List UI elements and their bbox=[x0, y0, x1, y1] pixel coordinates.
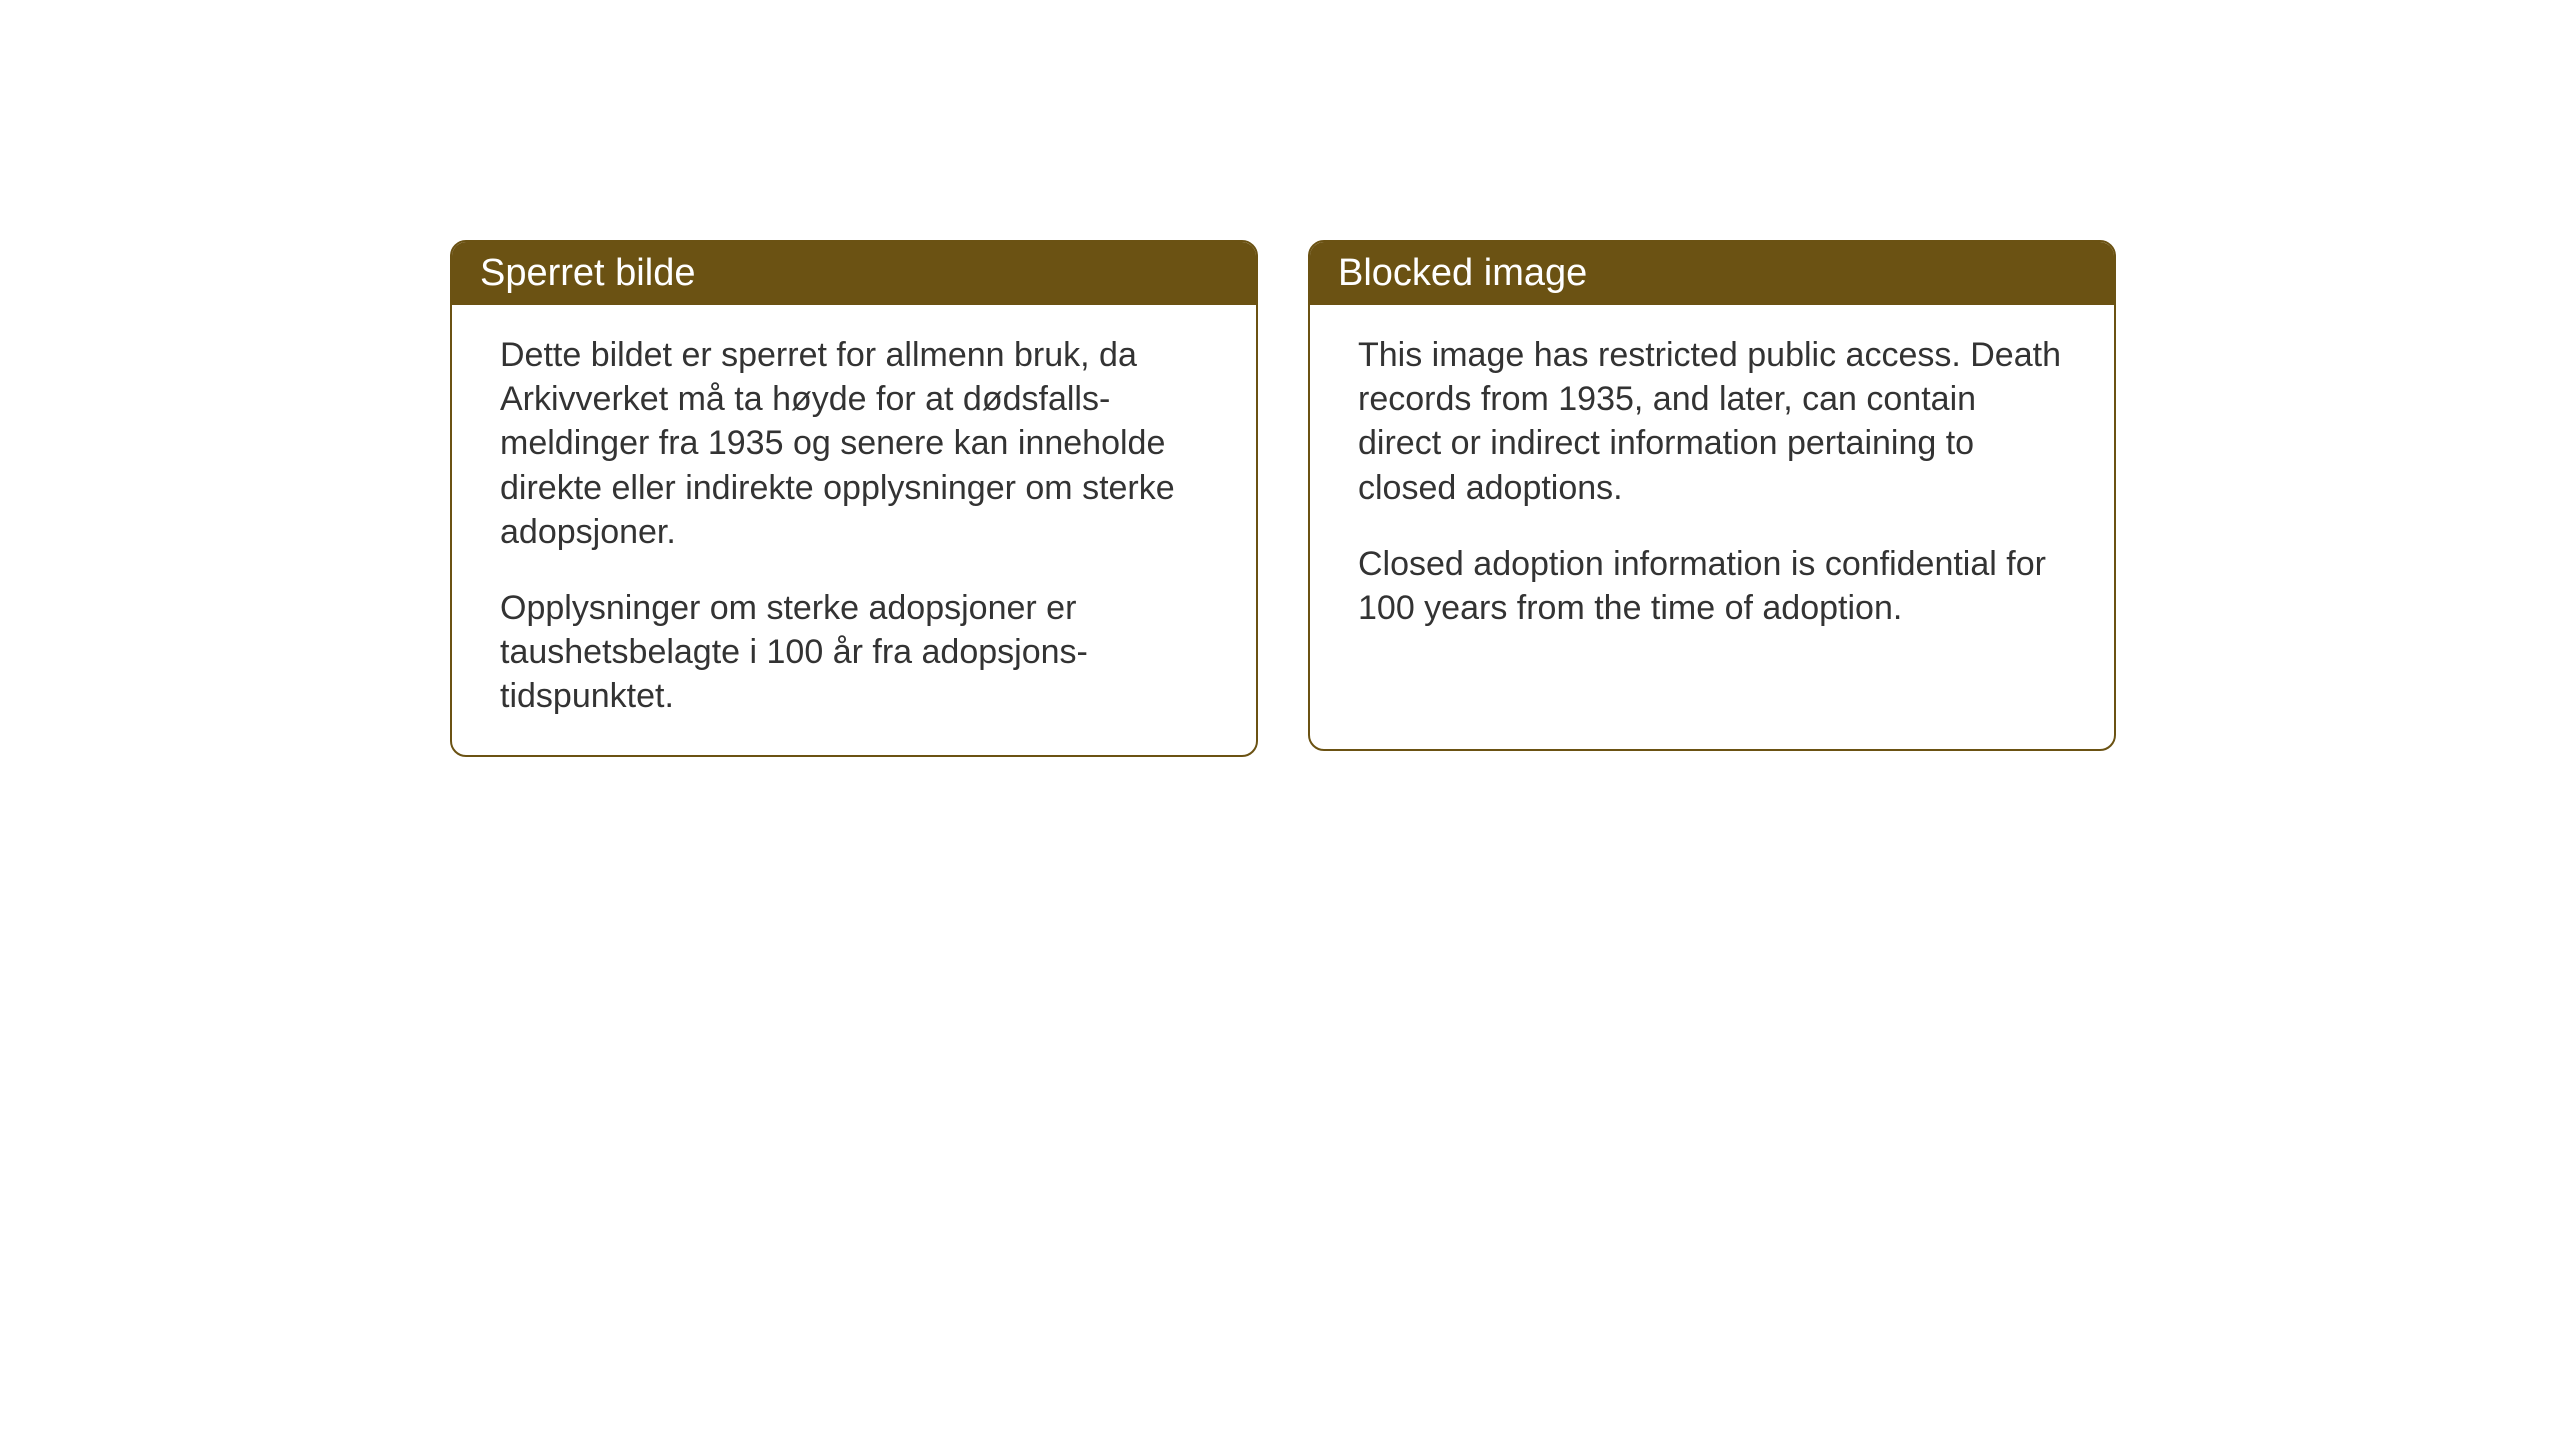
notice-paragraph-english-1: This image has restricted public access.… bbox=[1358, 333, 2066, 510]
notice-body-norwegian: Dette bildet er sperret for allmenn bruk… bbox=[452, 305, 1256, 755]
notice-box-english: Blocked image This image has restricted … bbox=[1308, 240, 2116, 751]
notice-paragraph-norwegian-2: Opplysninger om sterke adopsjoner er tau… bbox=[500, 586, 1208, 719]
notice-paragraph-norwegian-1: Dette bildet er sperret for allmenn bruk… bbox=[500, 333, 1208, 554]
notice-title-norwegian: Sperret bilde bbox=[480, 252, 695, 294]
notice-paragraph-english-2: Closed adoption information is confident… bbox=[1358, 542, 2066, 630]
notice-header-english: Blocked image bbox=[1310, 242, 2114, 305]
notice-title-english: Blocked image bbox=[1338, 252, 1587, 294]
notice-box-norwegian: Sperret bilde Dette bildet er sperret fo… bbox=[450, 240, 1258, 757]
notice-body-english: This image has restricted public access.… bbox=[1310, 305, 2114, 666]
notice-container: Sperret bilde Dette bildet er sperret fo… bbox=[450, 240, 2116, 757]
notice-header-norwegian: Sperret bilde bbox=[452, 242, 1256, 305]
